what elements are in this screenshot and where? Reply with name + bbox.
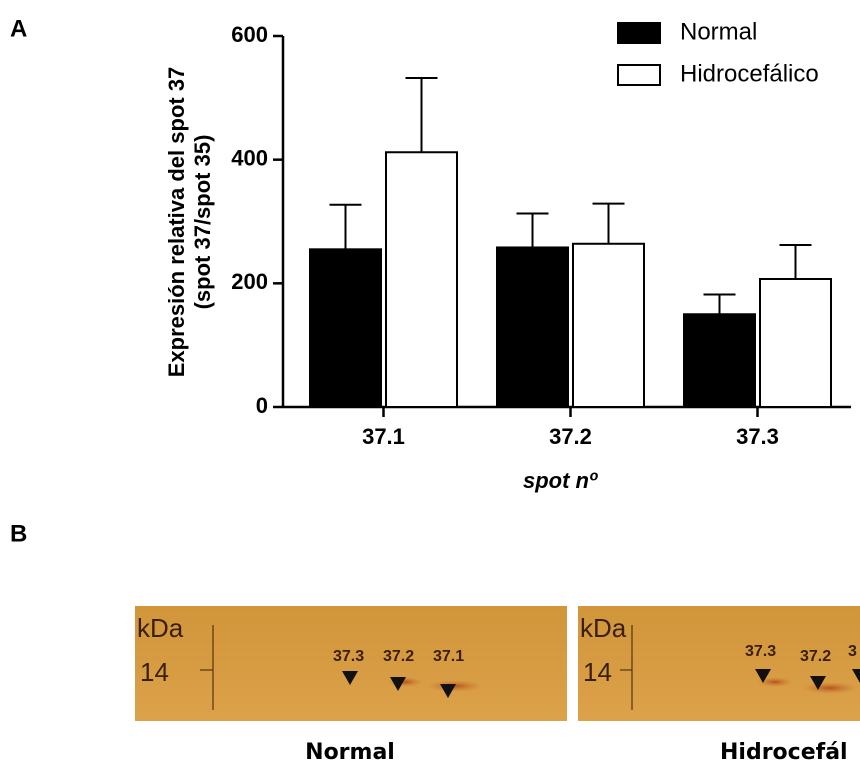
error-bar (330, 205, 362, 250)
gel: kDa 14 37.3 37.2 37.1 Normal (135, 606, 567, 765)
gel-unit: kDa (137, 613, 184, 643)
x-tick-label: 37.1 (362, 424, 405, 449)
legend-swatch (618, 65, 660, 85)
y-tick-label: 600 (231, 22, 268, 47)
gel-marker: 14 (583, 657, 612, 687)
legend-label: Normal (680, 18, 757, 45)
legend-swatch (618, 23, 660, 43)
x-tick-label: 37.2 (549, 424, 592, 449)
x-tick-label: 37.3 (736, 424, 779, 449)
bar (573, 244, 644, 407)
x-axis-title: spot nº (523, 468, 598, 493)
bar (684, 314, 755, 407)
gel-spot (802, 682, 858, 694)
gel-spot-label: 37.2 (800, 648, 831, 665)
figure: A B Expresión relativa del spot 37 (spot… (0, 0, 860, 767)
y-label-line: Expresión relativa del spot 37 (164, 67, 189, 378)
gel-spot-label: 37.3 (745, 643, 776, 660)
error-bar (517, 213, 549, 247)
bar (497, 247, 568, 407)
gel-marker: 14 (140, 657, 169, 687)
panel-label: B (10, 520, 27, 547)
legend-label: Hidrocefálico (680, 60, 819, 87)
error-bar (704, 294, 736, 314)
error-bar (593, 204, 625, 244)
gel-spot-label: 37.3 (333, 648, 364, 665)
y-tick-label: 400 (231, 145, 268, 170)
gel: kDa 14 37.3 37.2 3 Hidrocefál (578, 606, 860, 765)
gel-unit: kDa (580, 613, 627, 643)
bar (386, 152, 457, 407)
error-bar (780, 245, 812, 279)
gel-label: Hidrocefál (720, 740, 848, 765)
error-bar (406, 78, 438, 152)
gel-spot (427, 680, 483, 692)
y-tick-label: 0 (256, 393, 268, 418)
gel-spot-label: 3 (848, 643, 857, 660)
y-axis-title: Expresión relativa del spot 37 (spot 37/… (164, 67, 215, 378)
y-tick-label: 200 (231, 269, 268, 294)
y-label-line: (spot 37/spot 35) (190, 135, 215, 310)
bar (760, 279, 831, 407)
gel-spot-label: 37.1 (433, 648, 464, 665)
gel-spot-label: 37.2 (383, 648, 414, 665)
gel-label: Normal (305, 740, 395, 765)
bar (310, 249, 381, 407)
panel-label: A (10, 15, 27, 42)
